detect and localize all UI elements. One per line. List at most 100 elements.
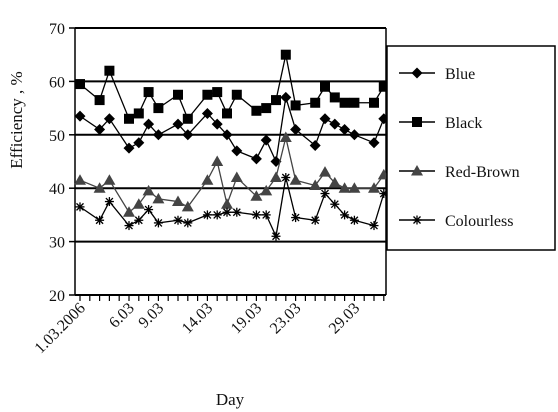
data-point-red-brown <box>289 174 302 185</box>
y-tick-label-50: 50 <box>49 128 65 145</box>
data-point-black <box>369 97 379 108</box>
legend-item-red-brown: Red-Brown <box>399 164 520 181</box>
legend-item-colourless: Colourless <box>399 213 513 230</box>
data-point-blue <box>172 118 184 130</box>
series-black <box>75 49 389 124</box>
data-point-black <box>231 89 242 100</box>
data-point-colourless <box>183 218 193 228</box>
data-point-black <box>173 89 183 100</box>
data-point-red-brown <box>260 184 273 196</box>
asterisk-stroke <box>144 205 153 214</box>
data-point-black <box>280 49 291 60</box>
data-point-red-brown <box>368 182 380 193</box>
gridlines <box>75 27 386 296</box>
series-line-blue <box>79 97 385 164</box>
legend-marker-colourless <box>412 215 422 225</box>
asterisk-stroke <box>252 210 261 219</box>
data-point-red-brown <box>132 198 145 209</box>
axes <box>69 27 387 301</box>
y-tick-labels: 20 30 40 50 60 70 <box>49 21 65 305</box>
data-point-red-brown <box>172 195 184 207</box>
data-point-red-brown <box>338 182 351 193</box>
data-point-colourless <box>153 218 163 228</box>
data-point-red-brown <box>328 176 341 188</box>
asterisk-stroke <box>272 232 280 241</box>
data-point-black <box>133 108 144 119</box>
data-point-blue <box>250 153 262 165</box>
data-point-black <box>104 65 115 76</box>
data-point-blue <box>133 137 145 149</box>
data-point-black <box>271 95 281 106</box>
legend-item-blue: Blue <box>399 66 475 83</box>
asterisk-stroke <box>291 213 300 222</box>
x-tick-label-3: 14.03 <box>179 300 216 337</box>
asterisk-stroke <box>213 210 222 219</box>
data-point-black <box>143 87 154 98</box>
asterisk-stroke <box>76 202 84 211</box>
asterisk-stroke <box>379 189 388 198</box>
data-point-blue <box>309 139 321 151</box>
asterisk-stroke <box>281 173 290 182</box>
asterisk-stroke <box>262 210 271 219</box>
data-point-blue <box>339 123 351 135</box>
data-point-blue <box>143 118 155 130</box>
asterisk-stroke <box>174 216 182 225</box>
data-point-black <box>153 103 164 114</box>
data-point-red-brown <box>142 184 155 196</box>
data-point-colourless <box>173 215 183 225</box>
data-point-black <box>320 81 330 92</box>
data-point-black <box>222 108 232 119</box>
data-point-red-brown <box>250 190 263 201</box>
data-point-colourless <box>134 215 144 225</box>
y-tick-label-40: 40 <box>49 181 65 198</box>
data-point-blue <box>329 118 341 130</box>
data-point-red-brown <box>230 171 243 183</box>
data-point-colourless <box>251 210 261 220</box>
asterisk-stroke <box>350 216 359 225</box>
legend-marker-red-brown <box>411 165 423 176</box>
data-point-colourless <box>222 207 232 217</box>
data-point-black <box>75 79 85 90</box>
asterisk-stroke <box>340 210 349 219</box>
data-point-black <box>339 97 350 108</box>
data-point-red-brown <box>221 198 233 209</box>
asterisk-stroke <box>134 216 143 225</box>
legend-label-red-brown: Red-Brown <box>445 164 520 181</box>
data-point-red-brown <box>201 174 214 185</box>
data-point-black <box>349 97 360 108</box>
data-point-colourless <box>340 210 350 220</box>
asterisk-stroke <box>321 189 329 198</box>
data-point-blue <box>94 123 106 135</box>
data-point-blue <box>182 129 194 141</box>
data-point-blue <box>260 134 272 146</box>
data-point-black <box>182 113 193 124</box>
data-point-colourless <box>104 197 114 207</box>
x-tick-label-5: 23.03 <box>267 300 304 337</box>
data-point-black <box>94 95 105 106</box>
legend-item-black: Black <box>399 115 482 132</box>
data-point-red-brown <box>348 182 361 193</box>
data-point-black <box>124 113 134 124</box>
x-tick-label-4: 19.03 <box>228 300 265 337</box>
data-point-colourless <box>95 215 105 225</box>
legend-label-black: Black <box>445 115 482 132</box>
data-point-blue <box>221 129 233 141</box>
y-tick-label-60: 60 <box>49 74 65 91</box>
data-point-blue <box>152 129 164 141</box>
series-red-brown <box>74 131 390 217</box>
data-point-black <box>261 103 272 114</box>
y-tick-label-70: 70 <box>49 21 65 38</box>
data-point-colourless <box>369 221 379 231</box>
y-tick-label-30: 30 <box>49 235 65 252</box>
data-point-colourless <box>349 215 359 225</box>
data-point-black <box>310 97 321 108</box>
series-colourless <box>75 173 389 241</box>
x-tick-label-2: 9.03 <box>135 300 167 332</box>
data-point-colourless <box>232 207 242 217</box>
asterisk-stroke <box>330 200 339 209</box>
data-point-colourless <box>212 210 222 220</box>
y-tick-label-20: 20 <box>49 288 65 305</box>
series-group <box>74 49 390 241</box>
data-point-red-brown <box>309 179 322 191</box>
